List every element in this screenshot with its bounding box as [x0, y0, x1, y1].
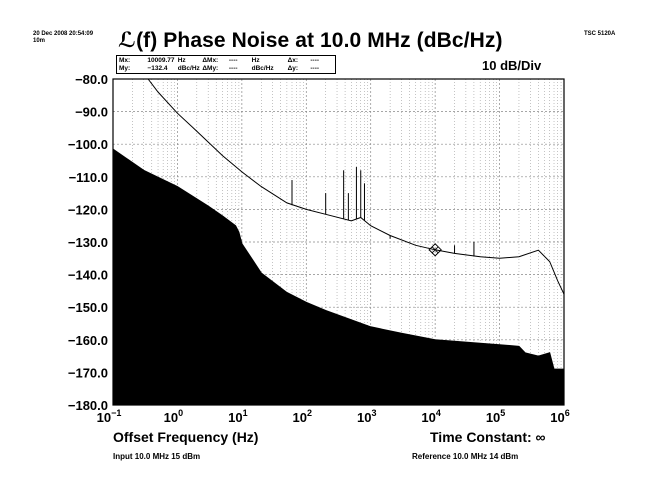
- phase-noise-trace: [147, 78, 565, 295]
- dy-value: ----: [310, 65, 320, 72]
- y-tick-label: −90.0: [75, 105, 108, 120]
- marker-readout-row-x: Mx: 10009.77 Hz ΔMx: ---- Hz Δx: ----: [119, 57, 335, 65]
- x-tick-label: 103: [357, 408, 376, 425]
- y-tick-label: −150.0: [68, 300, 108, 315]
- dmx-unit: Hz: [251, 57, 260, 64]
- x-tick-label: 100: [164, 408, 183, 425]
- x-tick-label: 105: [486, 408, 505, 425]
- y-tick-label: −120.0: [68, 202, 108, 217]
- x-axis-label: Offset Frequency (Hz): [113, 429, 259, 445]
- y-tick-label: −170.0: [68, 365, 108, 380]
- y-tick-label: −100.0: [68, 137, 108, 152]
- dmy-unit: dBc/Hz: [251, 65, 274, 72]
- noise-floor-area: [112, 148, 565, 406]
- dy-label: Δy:: [287, 65, 299, 72]
- instrument-label: TSC 5120A: [584, 31, 616, 37]
- timestamp-span: 10m: [33, 38, 46, 44]
- y-tick-label: −160.0: [68, 333, 108, 348]
- chart-title: ℒ(f) Phase Noise at 10.0 MHz (dBc/Hz): [118, 29, 503, 52]
- dx-label: Δx:: [287, 57, 299, 64]
- y-tick-label: −130.0: [68, 235, 108, 250]
- dmx-label: ΔMx:: [202, 57, 219, 64]
- mx-value: 10009.77: [147, 57, 175, 64]
- my-value: −132.4: [147, 65, 168, 72]
- y-tick-label: −180.0: [68, 398, 108, 413]
- scale-label: 10 dB/Div: [482, 58, 542, 73]
- marker-readout-row-y: My: −132.4 dBc/Hz ΔMy: ---- dBc/Hz Δy: -…: [119, 65, 335, 73]
- marker-cross: [431, 246, 439, 254]
- dx-value: ----: [310, 57, 320, 64]
- input-info: Input 10.0 MHz 15 dBm: [113, 452, 201, 461]
- y-tick-label: −140.0: [68, 268, 108, 283]
- dmy-value: ----: [228, 65, 238, 72]
- dmx-value: ----: [228, 57, 238, 64]
- x-tick-label: 101: [228, 408, 247, 425]
- x-tick-label: 102: [293, 408, 312, 425]
- timestamp-date: 20 Dec 2008 20:54:09: [33, 31, 94, 37]
- my-unit: dBc/Hz: [177, 65, 200, 72]
- mx-unit: Hz: [177, 57, 186, 64]
- dmy-label: ΔMy:: [202, 65, 219, 72]
- mx-label: Mx:: [119, 57, 131, 64]
- reference-info: Reference 10.0 MHz 14 dBm: [412, 452, 519, 461]
- timestamp: 20 Dec 2008 20:54:09 10m: [33, 31, 93, 45]
- my-label: My:: [119, 65, 131, 72]
- x-tick-label: 106: [550, 408, 569, 425]
- marker-readout-box: Mx: 10009.77 Hz ΔMx: ---- Hz Δx: ---- My…: [116, 55, 336, 74]
- y-tick-label: −80.0: [75, 72, 108, 87]
- marker-diamond: [428, 243, 442, 257]
- plot-frame: [112, 78, 565, 406]
- y-tick-label: −110.0: [69, 170, 108, 185]
- x-tick-label: 104: [421, 408, 440, 425]
- time-constant-label: Time Constant: ∞: [430, 429, 546, 445]
- x-tick-label: 10−1: [97, 408, 122, 425]
